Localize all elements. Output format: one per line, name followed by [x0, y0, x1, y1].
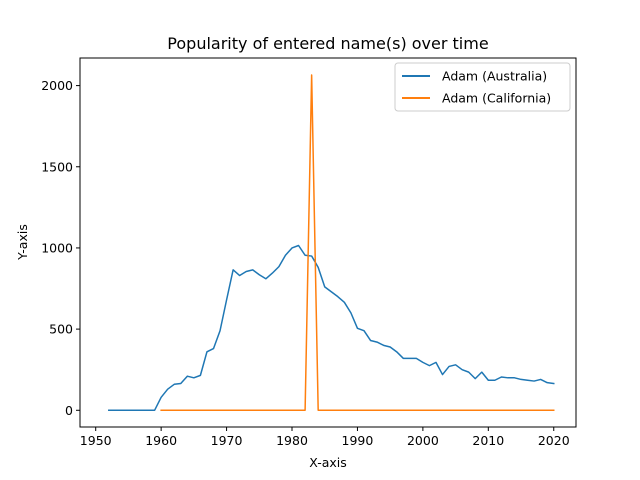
x-tick-label: 1970	[211, 433, 243, 448]
series-lines	[108, 74, 555, 412]
series-line-0	[108, 244, 555, 412]
legend-label-australia: Adam (Australia)	[442, 69, 547, 84]
x-tick-label: 2000	[407, 433, 439, 448]
series-line-1	[160, 74, 555, 412]
y-tick-label: 1500	[41, 159, 73, 174]
x-tick-label: 2020	[538, 433, 570, 448]
x-tick-label: 1950	[80, 433, 112, 448]
x-tick-label: 1980	[276, 433, 308, 448]
y-tick-label: 0	[65, 403, 73, 418]
legend: Adam (Australia) Adam (California)	[394, 62, 571, 112]
plot-area-frame	[79, 57, 577, 428]
x-axis-ticks: 1950 1960 1970 1980 1990 2000 2010 2020	[80, 427, 570, 448]
x-axis-label: X-axis	[309, 455, 347, 470]
x-tick-label: 1960	[145, 433, 177, 448]
y-axis-ticks: 0 500 1000 1500 2000	[41, 78, 80, 418]
y-axis-label: Y-axis	[15, 224, 30, 261]
y-tick-label: 500	[49, 322, 73, 337]
legend-box	[394, 62, 571, 112]
y-tick-label: 2000	[41, 78, 73, 93]
chart-title: Popularity of entered name(s) over time	[167, 34, 488, 53]
legend-label-california: Adam (California)	[442, 91, 551, 106]
x-tick-label: 1990	[342, 433, 374, 448]
y-tick-label: 1000	[41, 240, 73, 255]
x-tick-label: 2010	[472, 433, 504, 448]
